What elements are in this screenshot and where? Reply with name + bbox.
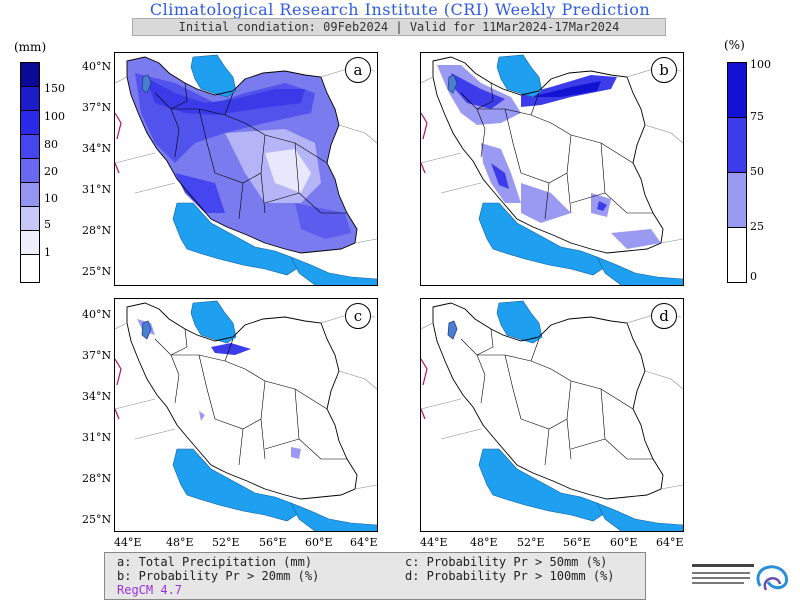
panel-letter-c: c	[345, 303, 371, 329]
precip-colorbar	[20, 62, 40, 283]
legend-c: c: Probability Pr > 50mm (%)	[405, 555, 608, 569]
prob-unit: (%)	[724, 38, 745, 52]
lat-40-a: 40°N	[82, 60, 112, 73]
lon-48-d: 48°E	[470, 536, 498, 549]
lon-64-d: 64°E	[656, 536, 684, 549]
precip-label-150: 150	[44, 82, 65, 95]
panel-c-prob-50mm: c	[114, 298, 378, 532]
lon-60-d: 60°E	[610, 536, 638, 549]
panel-a-total-precip: a	[114, 52, 378, 286]
prob-label-25: 25	[750, 220, 764, 233]
prob-label-0: 0	[750, 270, 757, 283]
map-a	[115, 54, 377, 285]
precip-label-20: 20	[44, 165, 58, 178]
prob-colorbar	[727, 62, 747, 283]
lat-31-a: 31°N	[82, 183, 112, 196]
lon-44-c: 44°E	[114, 536, 142, 549]
lon-64-c: 64°E	[350, 536, 378, 549]
panel-b-prob-20mm: b	[420, 52, 684, 286]
lat-28-c: 28°N	[82, 472, 112, 485]
panel-letter-b: b	[651, 57, 677, 83]
precip-label-5: 5	[44, 218, 51, 231]
legend-a: a: Total Precipitation (mm)	[117, 555, 313, 569]
prob-label-75: 75	[750, 110, 764, 123]
legend-d: d: Probability Pr > 100mm (%)	[405, 569, 615, 583]
lon-44-d: 44°E	[420, 536, 448, 549]
lat-37-a: 37°N	[82, 101, 112, 114]
lat-37-c: 37°N	[82, 349, 112, 362]
legend-b: b: Probability Pr > 20mm (%)	[117, 569, 320, 583]
panel-d-prob-100mm: d	[420, 298, 684, 532]
precip-label-10: 10	[44, 192, 58, 205]
lat-40-c: 40°N	[82, 308, 112, 321]
lon-52-c: 52°E	[212, 536, 240, 549]
map-subtitle: Initial condiation: 09Feb2024 | Valid fo…	[132, 18, 666, 36]
panel-letter-a: a	[345, 57, 371, 83]
prob-label-100: 100	[750, 58, 771, 71]
precip-unit: (mm)	[14, 40, 47, 54]
lat-25-c: 25°N	[82, 513, 112, 526]
lon-48-c: 48°E	[166, 536, 194, 549]
lat-34-a: 34°N	[82, 142, 112, 155]
model-name: RegCM 4.7	[117, 583, 183, 597]
map-title: Climatological Research Institute (CRI) …	[149, 0, 651, 19]
institute-logo	[692, 564, 789, 591]
precip-label-1: 1	[44, 246, 51, 259]
legend-box: a: Total Precipitation (mm) b: Probabili…	[104, 552, 646, 600]
map-d	[421, 300, 683, 531]
precip-label-100: 100	[44, 110, 65, 123]
map-b	[421, 54, 683, 285]
map-c	[115, 300, 377, 531]
lat-34-c: 34°N	[82, 390, 112, 403]
lat-25-a: 25°N	[82, 265, 112, 278]
panel-letter-d: d	[651, 303, 677, 329]
lon-52-d: 52°E	[517, 536, 545, 549]
precip-label-80: 80	[44, 138, 58, 151]
lat-31-c: 31°N	[82, 431, 112, 444]
lon-60-c: 60°E	[305, 536, 333, 549]
lon-56-c: 56°E	[259, 536, 287, 549]
prob-label-50: 50	[750, 165, 764, 178]
lat-28-a: 28°N	[82, 224, 112, 237]
lon-56-d: 56°E	[563, 536, 591, 549]
